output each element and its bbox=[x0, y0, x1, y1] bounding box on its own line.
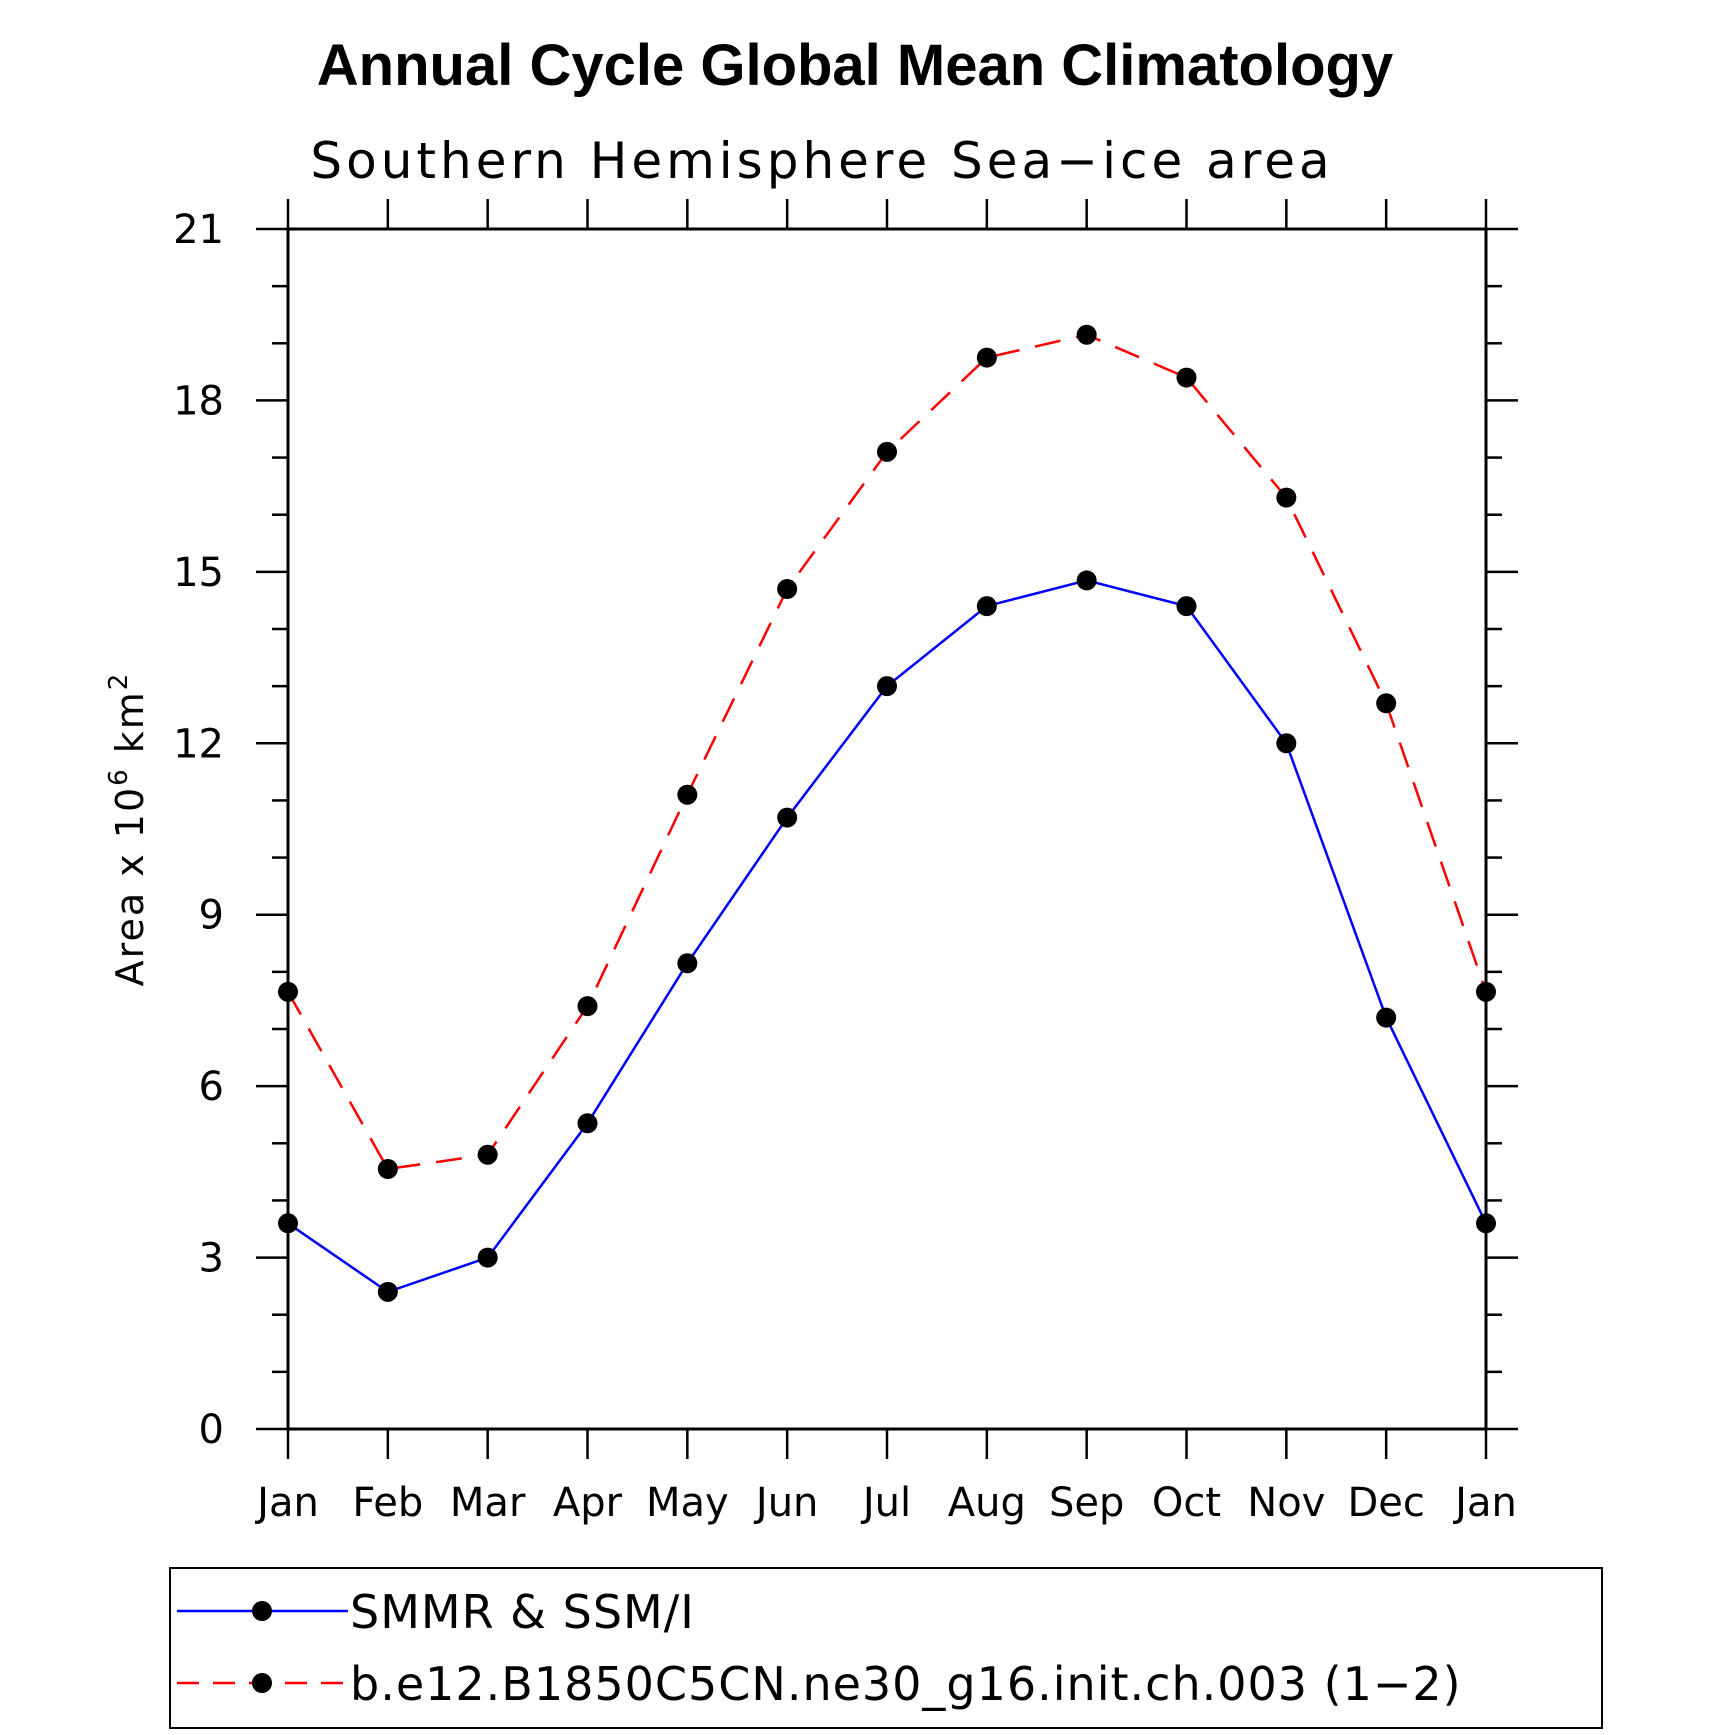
legend-observed-marker bbox=[252, 1601, 272, 1621]
y-axis-ticks: 0 3 6 9 12 15 18 21 bbox=[173, 207, 1518, 1453]
y-tick-label: 15 bbox=[173, 550, 224, 596]
y-tick-label: 3 bbox=[199, 1236, 224, 1282]
x-tick-label: Dec bbox=[1347, 1480, 1424, 1526]
point-model bbox=[477, 1144, 498, 1165]
plot-frame bbox=[286, 227, 1488, 1431]
point-observed bbox=[477, 1247, 498, 1268]
point-model bbox=[1476, 981, 1496, 1002]
legend: SMMR & SSM/I b.e12.B1850C5CN.ne30_g16.in… bbox=[169, 1567, 1603, 1729]
x-tick-label: May bbox=[646, 1480, 729, 1526]
y-tick-label: 6 bbox=[199, 1064, 224, 1110]
x-tick-label: Oct bbox=[1152, 1480, 1221, 1526]
point-model bbox=[577, 996, 598, 1017]
x-tick-label: Aug bbox=[948, 1480, 1026, 1526]
y-axis-title-text: Area x 10 bbox=[108, 786, 152, 986]
point-observed bbox=[1376, 1007, 1397, 1028]
legend-model-label: b.e12.B1850C5CN.ne30_g16.init.ch.003 (1−… bbox=[350, 1657, 1462, 1711]
y-axis-title-unit-sup: 2 bbox=[104, 672, 134, 691]
point-model bbox=[278, 981, 298, 1002]
point-observed bbox=[1276, 733, 1297, 754]
point-model bbox=[777, 579, 798, 599]
x-tick-label: Jun bbox=[753, 1480, 819, 1526]
y-axis-title-sup: 6 bbox=[104, 767, 134, 786]
x-tick-label: Jan bbox=[1452, 1480, 1517, 1526]
x-tick-label: Jan bbox=[254, 1480, 319, 1526]
point-observed bbox=[976, 596, 997, 617]
point-model bbox=[1376, 693, 1397, 714]
point-model bbox=[877, 441, 897, 462]
x-axis-ticks: Jan Feb Mar Apr May Jun Jul Aug Sep Oct Nov Dec Jan bbox=[254, 199, 1517, 1526]
legend-frame bbox=[169, 1567, 1603, 1729]
legend-model-marker bbox=[252, 1673, 272, 1693]
point-model bbox=[677, 784, 698, 805]
point-observed bbox=[777, 807, 798, 828]
x-tick-label: Feb bbox=[352, 1480, 423, 1526]
point-observed bbox=[377, 1281, 398, 1302]
series-lines bbox=[286, 333, 1488, 1294]
point-observed bbox=[577, 1113, 598, 1134]
legend-observed-label: SMMR & SSM/I bbox=[350, 1585, 695, 1639]
point-model bbox=[976, 347, 997, 368]
x-tick-label: Apr bbox=[553, 1480, 623, 1526]
point-observed bbox=[1476, 1213, 1496, 1234]
point-observed bbox=[1076, 570, 1097, 591]
point-observed bbox=[278, 1213, 298, 1234]
plot-area: 0 3 6 9 12 15 18 21 Jan Feb Mar Apr May Jun Jul Aug Sep… bbox=[173, 199, 1518, 1526]
y-tick-label: 12 bbox=[173, 721, 224, 767]
y-axis-title: Area x 106 km2 bbox=[104, 672, 152, 987]
y-axis-title-unit: km bbox=[108, 690, 152, 767]
y-tick-label: 9 bbox=[199, 893, 224, 939]
x-tick-label: Mar bbox=[450, 1480, 526, 1526]
y-tick-label: 18 bbox=[173, 378, 224, 424]
point-observed bbox=[677, 953, 698, 974]
chart-subtitle: Southern Hemisphere Sea−ice area bbox=[310, 132, 1333, 190]
series-markers bbox=[278, 324, 1496, 1302]
x-tick-label: Sep bbox=[1049, 1480, 1124, 1526]
point-observed bbox=[1176, 596, 1197, 617]
y-tick-label: 21 bbox=[173, 207, 224, 253]
x-tick-label: Nov bbox=[1247, 1480, 1325, 1526]
point-observed bbox=[877, 676, 897, 697]
point-model bbox=[1276, 487, 1297, 508]
y-tick-label: 0 bbox=[199, 1407, 224, 1453]
point-model bbox=[377, 1159, 398, 1179]
point-model bbox=[1076, 324, 1097, 345]
point-model bbox=[1176, 367, 1197, 388]
chart-title: Annual Cycle Global Mean Climatology bbox=[317, 33, 1393, 98]
x-tick-label: Jul bbox=[860, 1480, 911, 1526]
